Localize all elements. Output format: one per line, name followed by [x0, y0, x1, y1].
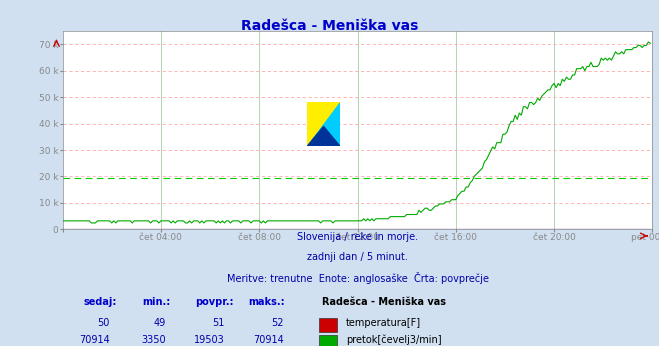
Text: Meritve: trenutne  Enote: anglosaške  Črta: povprečje: Meritve: trenutne Enote: anglosaške Črta… [227, 272, 488, 284]
Text: temperatura[F]: temperatura[F] [346, 318, 421, 328]
Text: 3350: 3350 [141, 335, 166, 345]
FancyBboxPatch shape [319, 318, 337, 333]
Text: zadnji dan / 5 minut.: zadnji dan / 5 minut. [307, 252, 408, 262]
Text: pretok[čevelj3/min]: pretok[čevelj3/min] [346, 335, 442, 345]
Text: 51: 51 [212, 318, 225, 328]
Text: 49: 49 [154, 318, 166, 328]
Text: 52: 52 [272, 318, 284, 328]
Text: Slovenija / reke in morje.: Slovenija / reke in morje. [297, 231, 418, 242]
Text: povpr.:: povpr.: [195, 297, 234, 307]
Text: maks.:: maks.: [248, 297, 285, 307]
Text: min.:: min.: [142, 297, 171, 307]
Text: 70914: 70914 [253, 335, 284, 345]
Text: 70914: 70914 [79, 335, 110, 345]
FancyBboxPatch shape [319, 335, 337, 346]
Text: Radešca - Meniška vas: Radešca - Meniška vas [241, 19, 418, 33]
Text: 50: 50 [98, 318, 110, 328]
Text: 19503: 19503 [194, 335, 225, 345]
Text: Radešca - Meniška vas: Radešca - Meniška vas [322, 297, 446, 307]
Text: sedaj:: sedaj: [83, 297, 117, 307]
